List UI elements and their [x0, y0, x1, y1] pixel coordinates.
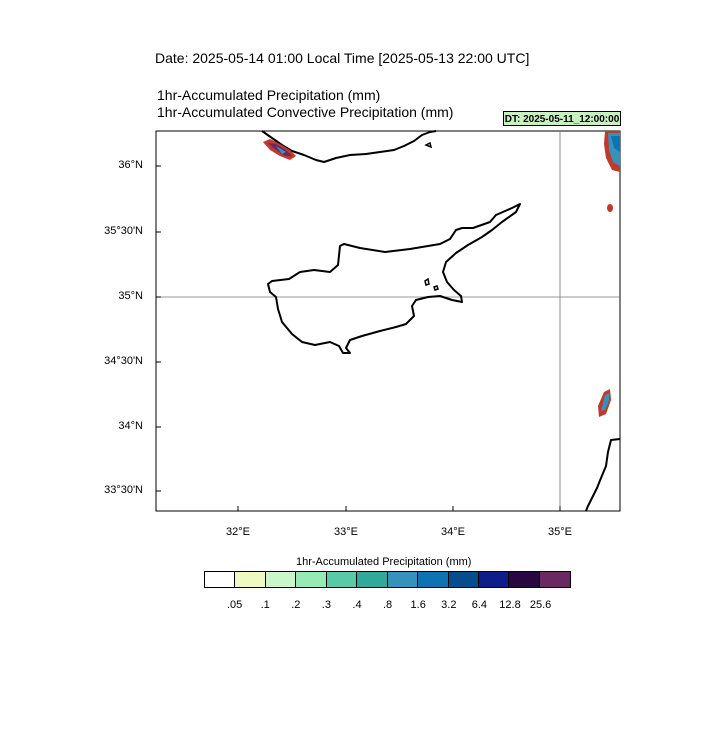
colorbar-swatch [296, 572, 327, 587]
colorbar-swatch [478, 572, 510, 587]
lat-label: 35°N [118, 290, 143, 302]
colorbar-label: 25.6 [529, 599, 552, 611]
colorbar-swatch [509, 572, 540, 587]
colorbar-label: 3.2 [441, 599, 457, 611]
lat-label: 34°30'N [104, 355, 143, 367]
colorbar-label: .3 [321, 599, 331, 611]
turkey-coastline [261, 130, 437, 163]
colorbar-label: 6.4 [471, 599, 488, 611]
precip-cell-east-top [604, 131, 620, 172]
colorbar-label: .1 [260, 599, 270, 611]
colorbar-label: .4 [352, 599, 362, 611]
precip-title: 1hr-Accumulated Precipitation (mm) [157, 87, 381, 103]
lat-label: 34°N [118, 420, 143, 432]
turkey-coastline [424, 141, 433, 149]
colorbar-swatch [326, 572, 358, 587]
precip-cell-east-small [607, 204, 613, 212]
colorbar [204, 571, 572, 588]
islet [433, 285, 439, 291]
lat-label: 36°N [118, 159, 143, 171]
levant-coastline [585, 438, 621, 512]
lat-label: 33°30'N [104, 484, 143, 496]
colorbar-swatch [448, 572, 479, 587]
lon-label: 33°E [334, 526, 358, 538]
lon-label: 32°E [226, 526, 250, 538]
colorbar-swatch [205, 572, 236, 587]
colorbar-title: 1hr-Accumulated Precipitation (mm) [296, 556, 472, 568]
lat-label: 35°30'N [104, 225, 143, 237]
colorbar-label: .2 [291, 599, 301, 611]
lon-label: 35°E [548, 526, 572, 538]
colorbar-label: 12.8 [499, 599, 521, 611]
colorbar-label: .8 [383, 599, 393, 611]
colorbar-label: 1.6 [410, 599, 426, 611]
colorbar-swatch [539, 572, 571, 587]
cyprus-coastline [267, 203, 521, 354]
colorbar-swatch [387, 572, 419, 587]
colorbar-swatch [357, 572, 388, 587]
colorbar-swatch [418, 572, 449, 587]
map-frame [155, 130, 621, 512]
islet [424, 277, 430, 286]
colorbar-swatch [235, 572, 266, 587]
lon-label: 34°E [441, 526, 465, 538]
convective-precip-title: 1hr-Accumulated Convective Precipitation… [157, 104, 454, 120]
colorbar-label: .05 [226, 599, 243, 611]
dt-badge: DT: 2025-05-11_12:00:00 [503, 111, 621, 126]
date-title: Date: 2025-05-14 01:00 Local Time [2025-… [155, 50, 530, 66]
precip-cell-turkey [263, 139, 296, 160]
axis-ticks [156, 165, 561, 511]
precip-cell-east-lower [598, 389, 611, 417]
colorbar-swatch [265, 572, 297, 587]
